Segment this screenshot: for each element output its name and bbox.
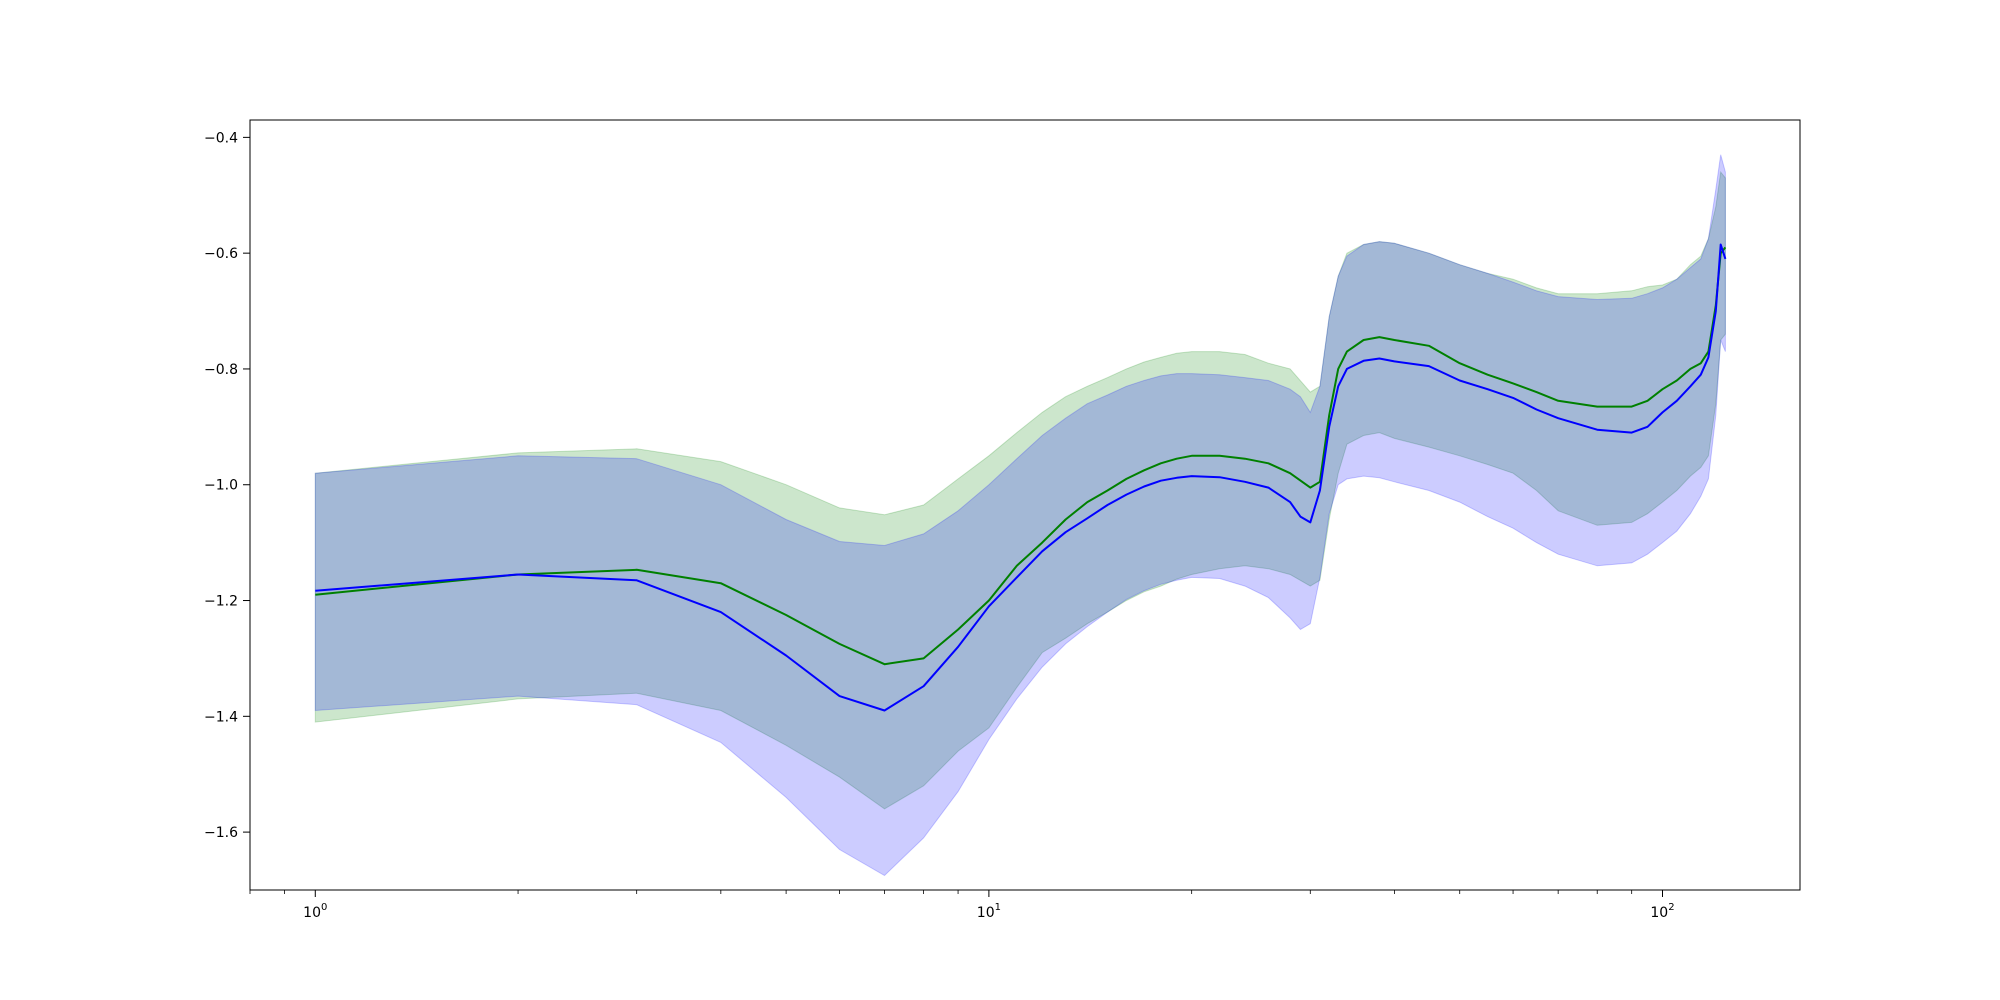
x-tick-label: 102	[1650, 902, 1674, 921]
plot-frame	[249, 119, 1801, 891]
x-tick-base: 10	[977, 905, 995, 921]
x-tick-exponent: 0	[321, 902, 327, 913]
y-tick-label: −1.0	[204, 478, 238, 494]
series-line-1	[315, 246, 1727, 666]
x-tick-exponent: 1	[995, 902, 1001, 913]
series-line-2	[315, 243, 1727, 712]
x-tick-label: 101	[977, 902, 1001, 921]
y-axis: −0.4 −0.6 −0.8 −1.0 −1.2 −1.4 −1.6	[204, 130, 250, 841]
x-tick-exponent: 2	[1668, 902, 1674, 913]
y-tick-label: −0.4	[204, 130, 238, 146]
y-tick-label: −1.2	[204, 594, 238, 610]
confidence-band-2	[314, 154, 1726, 877]
y-tick-label: −1.4	[204, 709, 238, 725]
x-axis: 100 101 102	[249, 890, 1675, 921]
y-tick-label: −0.8	[204, 362, 238, 378]
series-lines	[315, 243, 1727, 712]
confidence-band-1	[314, 170, 1726, 810]
x-tick-base: 10	[303, 905, 321, 921]
confidence-bands	[314, 154, 1726, 877]
x-tick-base: 10	[1650, 905, 1668, 921]
y-tick-label: −1.6	[204, 825, 238, 841]
y-tick-label: −0.6	[204, 246, 238, 262]
x-tick-label: 100	[303, 902, 327, 921]
